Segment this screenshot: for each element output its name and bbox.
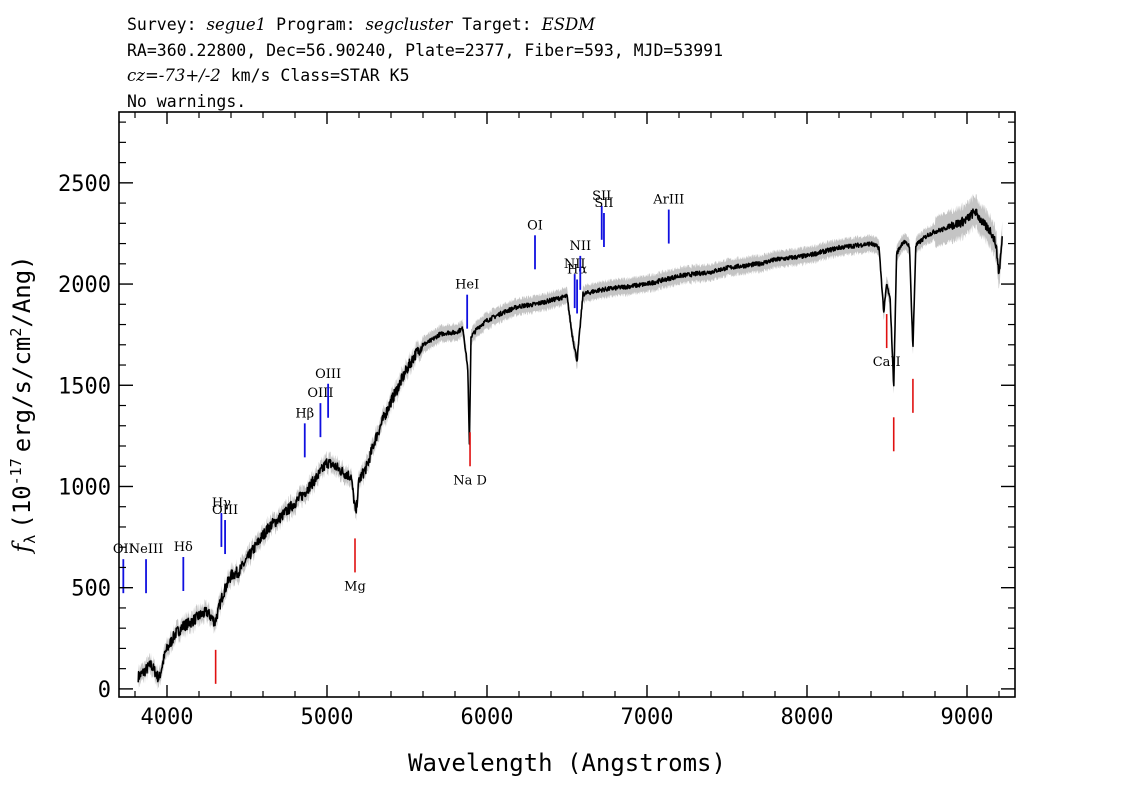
cz-label: cz <box>127 66 145 85</box>
emission-line-label: NeIII <box>129 542 163 557</box>
header-line-coords: RA=360.22800, Dec=56.90240, Plate=2377, … <box>127 40 724 60</box>
emission-line-label: ArIII <box>652 193 684 208</box>
target-label: Target: <box>462 15 532 34</box>
spectrum-header: Survey: segue1 Program: segcluster Targe… <box>127 12 723 114</box>
emission-line-label: SII <box>592 189 611 204</box>
y-label-exp: -17 <box>7 458 25 485</box>
emission-line-label: NII <box>569 239 591 254</box>
emission-line-label: Hγ <box>212 496 231 511</box>
y-label-tail: /Ang) <box>8 255 36 327</box>
emission-line-label: OIII <box>212 503 238 518</box>
target-value: ESDM <box>541 15 596 34</box>
emission-line-label: Hα <box>567 262 587 277</box>
y-tick-label: 0 <box>98 678 111 703</box>
survey-value: segue1 <box>206 15 267 34</box>
plot-frame <box>118 111 1016 698</box>
y-axis-label-text: fλ(10-17erg/s/cm2/Ang) <box>7 255 39 554</box>
emission-line-label: HeI <box>455 278 479 293</box>
x-tick-label: 4000 <box>141 705 194 730</box>
absorption-line-label: CaII <box>873 355 901 370</box>
header-line-warnings: No warnings. <box>127 91 247 111</box>
program-label: Program: <box>276 15 356 34</box>
x-axis-label: Wavelength (Angstroms) <box>408 749 726 777</box>
x-tick-label: 8000 <box>781 705 834 730</box>
emission-line-label: OIII <box>307 386 333 401</box>
cz-value: =-73+/-2 <box>144 66 221 85</box>
x-tick-label: 5000 <box>301 705 354 730</box>
emission-line-label: SII <box>594 196 613 211</box>
x-tick-label: 9000 <box>941 705 994 730</box>
y-tick-label: 2500 <box>58 172 111 197</box>
y-tick-label: 2000 <box>58 273 111 298</box>
axis-ticks-layer: 4000 5000 6000 7000 8000 9000 0 500 1000 1500 2000… <box>58 112 1015 730</box>
y-label-sq: 2 <box>7 328 25 337</box>
program-value: segcluster <box>365 15 453 34</box>
x-tick-label: 7000 <box>621 705 674 730</box>
y-tick-label: 1000 <box>58 475 111 500</box>
flux-layer <box>137 208 1003 683</box>
emission-line-label: OII <box>113 542 134 557</box>
y-label-sub: λ <box>21 535 39 544</box>
absorption-line-label: Mg <box>344 579 366 594</box>
y-label-units: erg/s/cm <box>8 337 36 453</box>
absorption-line-label: Na D <box>453 473 487 488</box>
y-tick-label: 1500 <box>58 374 111 399</box>
emission-line-label: OIII <box>315 367 341 382</box>
emission-line-label: Hδ <box>174 540 193 555</box>
y-tick-label: 500 <box>71 577 111 602</box>
x-tick-label: 6000 <box>461 705 514 730</box>
y-label-open: (10 <box>8 485 36 528</box>
flux-series-line <box>137 208 1003 683</box>
header-line-redshift: cz=-73+/-2 km/s Class=STAR K5 <box>127 63 723 89</box>
y-axis-label: fλ(10-17erg/s/cm2/Ang) <box>7 255 39 554</box>
emission-line-label: OI <box>527 218 543 233</box>
survey-label: Survey: <box>127 15 197 34</box>
header-line-survey: Survey: segue1 Program: segcluster Targe… <box>127 12 723 38</box>
cz-class: km/s Class=STAR K5 <box>220 66 410 85</box>
emission-line-label: Hβ <box>295 406 314 421</box>
